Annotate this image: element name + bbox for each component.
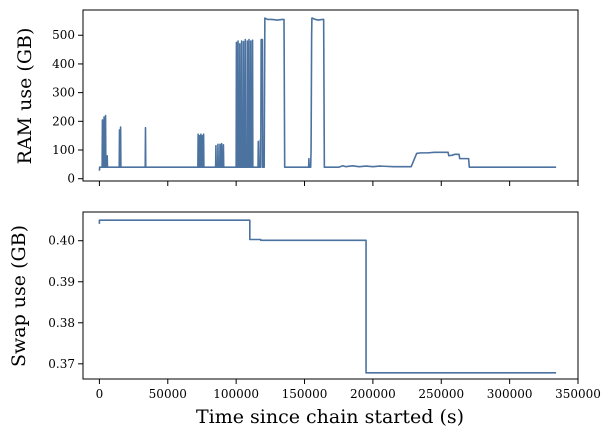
swap-axes-frame (82, 211, 579, 380)
swap-y-axis-label: Swap use (GB) (8, 225, 30, 367)
swap-panel: 0 50000 100000 150000 200000 250000 300000 3500… (8, 211, 601, 428)
swap-x-tick-label: 50000 (149, 387, 187, 401)
swap-x-tick-label: 350000 (555, 387, 601, 401)
swap-x-ticks: 0 50000 100000 150000 200000 250000 300000 3500… (96, 379, 601, 401)
ram-y-tick-label: 400 (52, 57, 75, 71)
swap-y-tick-label: 0.39 (48, 275, 75, 289)
ram-y-tick-label: 300 (52, 86, 75, 100)
ram-y-tick-label: 200 (52, 114, 75, 128)
swap-series-line-0 (98, 219, 557, 374)
swap-x-tick-label: 300000 (487, 387, 533, 401)
swap-x-tick-label: 100000 (213, 387, 259, 401)
ram-y-tick-label: 100 (52, 143, 75, 157)
swap-y-tick-label: 0.37 (48, 357, 75, 371)
swap-x-tick-label: 250000 (418, 387, 464, 401)
ram-y-ticks: 0 100 200 300 400 500 (52, 28, 83, 186)
ram-y-tick-label: 500 (52, 28, 75, 42)
ram-line-group (98, 17, 557, 171)
swap-y-tick-label: 0.38 (48, 316, 75, 330)
ram-x-ticks (98, 181, 579, 186)
swap-line-group (98, 219, 557, 374)
ram-y-tick-label: 0 (67, 172, 75, 186)
swap-y-ticks: 0.37 0.38 0.39 0.40 (48, 234, 83, 371)
ram-axes-frame (82, 9, 579, 182)
swap-x-tick-label: 0 (96, 387, 104, 401)
swap-x-tick-label: 150000 (282, 387, 328, 401)
x-axis-label: Time since chain started (s) (196, 406, 464, 428)
ram-panel: 0 100 200 300 400 500 RAM use (GB) (14, 9, 579, 186)
ram-series-line-0 (98, 17, 557, 171)
swap-y-tick-label: 0.40 (48, 234, 75, 248)
ram-y-axis-label: RAM use (GB) (14, 28, 36, 165)
swap-x-tick-label: 200000 (350, 387, 396, 401)
